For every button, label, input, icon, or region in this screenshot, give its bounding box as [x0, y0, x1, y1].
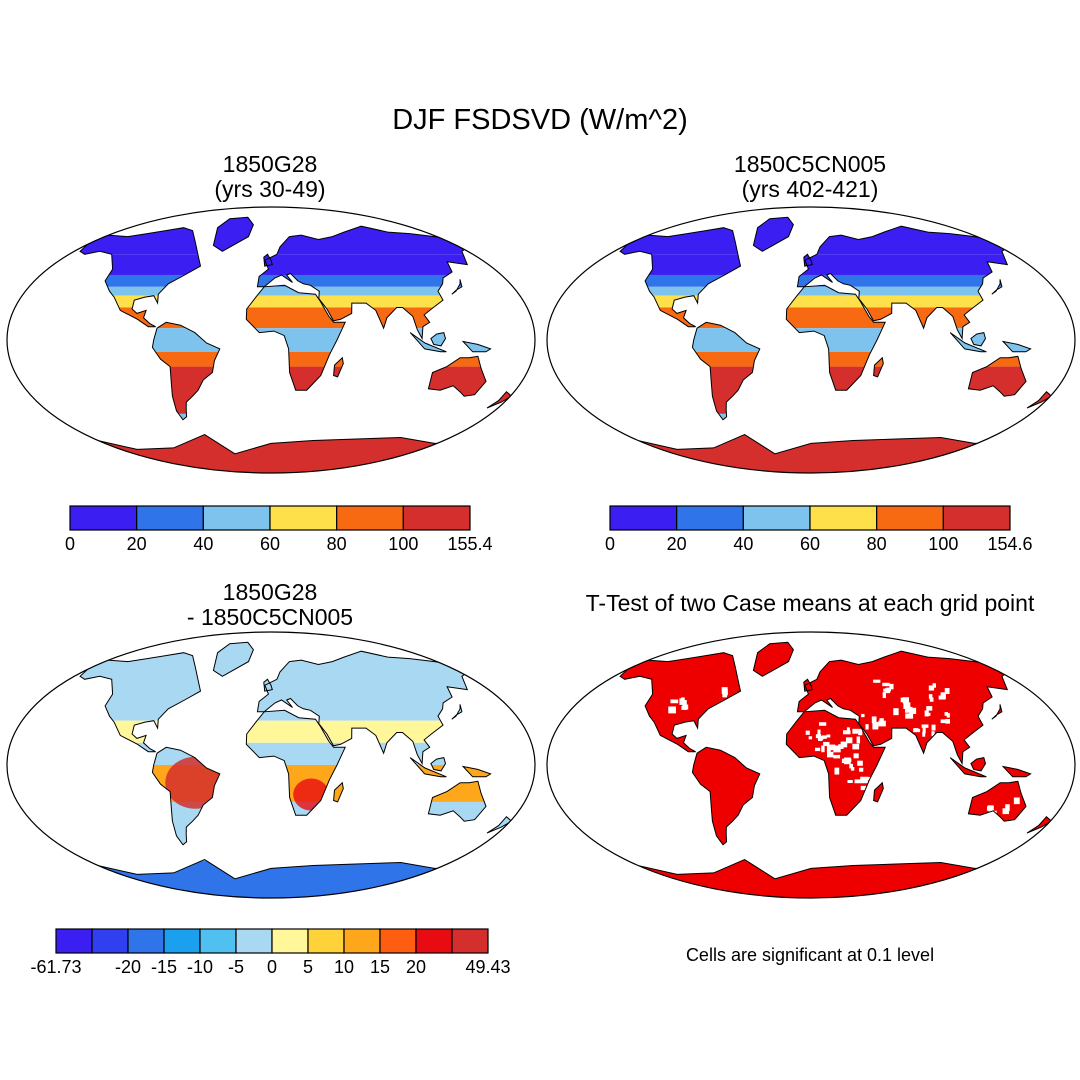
panel-bl-title: 1850G28 - 1850C5CN005 — [140, 580, 400, 630]
colorbar-tick-label: 0 — [64, 534, 76, 554]
colorbar-swatch — [379, 928, 417, 954]
colorbar-swatch — [55, 928, 93, 954]
colorbar-swatch — [307, 928, 345, 954]
colorbar-swatch — [202, 505, 271, 531]
map-panel-bottom-left — [6, 631, 536, 899]
colorbar-swatch — [269, 505, 338, 531]
colorbar-tick-label: 20 — [405, 957, 427, 977]
colorbar-swatch — [876, 505, 944, 531]
colorbar-tick-label: 49.43 — [465, 957, 511, 977]
colorbar-swatch — [451, 928, 489, 954]
colorbar-swatch — [91, 928, 129, 954]
colorbar-tick-label: 60 — [259, 534, 281, 554]
colorbar-tick-label: 20 — [126, 534, 147, 554]
colorbar-swatch — [69, 505, 138, 531]
colorbar-swatch — [676, 505, 744, 531]
colorbar-swatch — [942, 505, 1011, 531]
colorbar-tick-label: 80 — [326, 534, 347, 554]
colorbar-tick-label: 154.6 — [987, 534, 1033, 554]
colorbar-top-right — [609, 505, 1011, 531]
colorbar-top-left — [69, 505, 471, 531]
colorbar-tick-label: 80 — [866, 534, 887, 554]
colorbar-swatch — [235, 928, 273, 954]
colorbar-tick-label: 0 — [604, 534, 616, 554]
colorbar-tick-label: 15 — [369, 957, 391, 977]
colorbar-tick-label: 10 — [333, 957, 355, 977]
colorbar-swatch — [402, 505, 471, 531]
panel-tl-title-line2: (yrs 30-49) — [214, 176, 326, 202]
map-panel-top-right — [546, 206, 1076, 474]
colorbar-swatch — [343, 928, 381, 954]
colorbar-tick-label: 5 — [302, 957, 314, 977]
colorbar-swatch — [809, 505, 878, 531]
map-panel-top-left — [6, 206, 536, 474]
colorbar-tick-label: 20 — [666, 534, 687, 554]
panel-tr-title-line2: (yrs 402-421) — [741, 176, 879, 202]
colorbar-tick-label: 155.4 — [447, 534, 493, 554]
colorbar-swatch — [271, 928, 309, 954]
colorbar-swatch — [163, 928, 201, 954]
significance-note: Cells are significant at 0.1 level — [685, 945, 935, 965]
panel-bl-title-line1: 1850G28 — [222, 579, 318, 605]
colorbar-tick-label: -61.73 — [30, 957, 82, 977]
colorbar-swatch — [127, 928, 165, 954]
colorbar-tick-label: 40 — [193, 534, 214, 554]
colorbar-swatch — [609, 505, 678, 531]
colorbar-tick-label: 100 — [388, 534, 419, 554]
colorbar-swatch — [199, 928, 237, 954]
panel-bl-title-line2: - 1850C5CN005 — [186, 604, 354, 630]
colorbar-tick-label: 40 — [733, 534, 754, 554]
colorbar-tick-label: -15 — [150, 957, 178, 977]
colorbar-tick-label: -10 — [186, 957, 214, 977]
colorbar-tick-label: 100 — [928, 534, 959, 554]
panel-tr-title-line1: 1850C5CN005 — [733, 151, 887, 177]
colorbar-bottom-left — [55, 928, 489, 954]
panel-tl-title-line1: 1850G28 — [222, 151, 318, 177]
colorbar-swatch — [742, 505, 811, 531]
colorbar-swatch — [336, 505, 404, 531]
panel-br-title: T-Test of two Case means at each grid po… — [585, 590, 1035, 616]
colorbar-swatch — [136, 505, 204, 531]
colorbar-tick-label: -20 — [114, 957, 142, 977]
colorbar-tick-label: 0 — [266, 957, 278, 977]
colorbar-tick-label: -5 — [227, 957, 245, 977]
map-panel-bottom-right — [546, 631, 1076, 899]
panel-tr-title: 1850C5CN005 (yrs 402-421) — [680, 152, 940, 202]
colorbar-tick-label: 60 — [799, 534, 821, 554]
figure-title: DJF FSDSVD (W/m^2) — [392, 104, 688, 136]
panel-tl-title: 1850G28 (yrs 30-49) — [140, 152, 400, 202]
colorbar-swatch — [415, 928, 453, 954]
